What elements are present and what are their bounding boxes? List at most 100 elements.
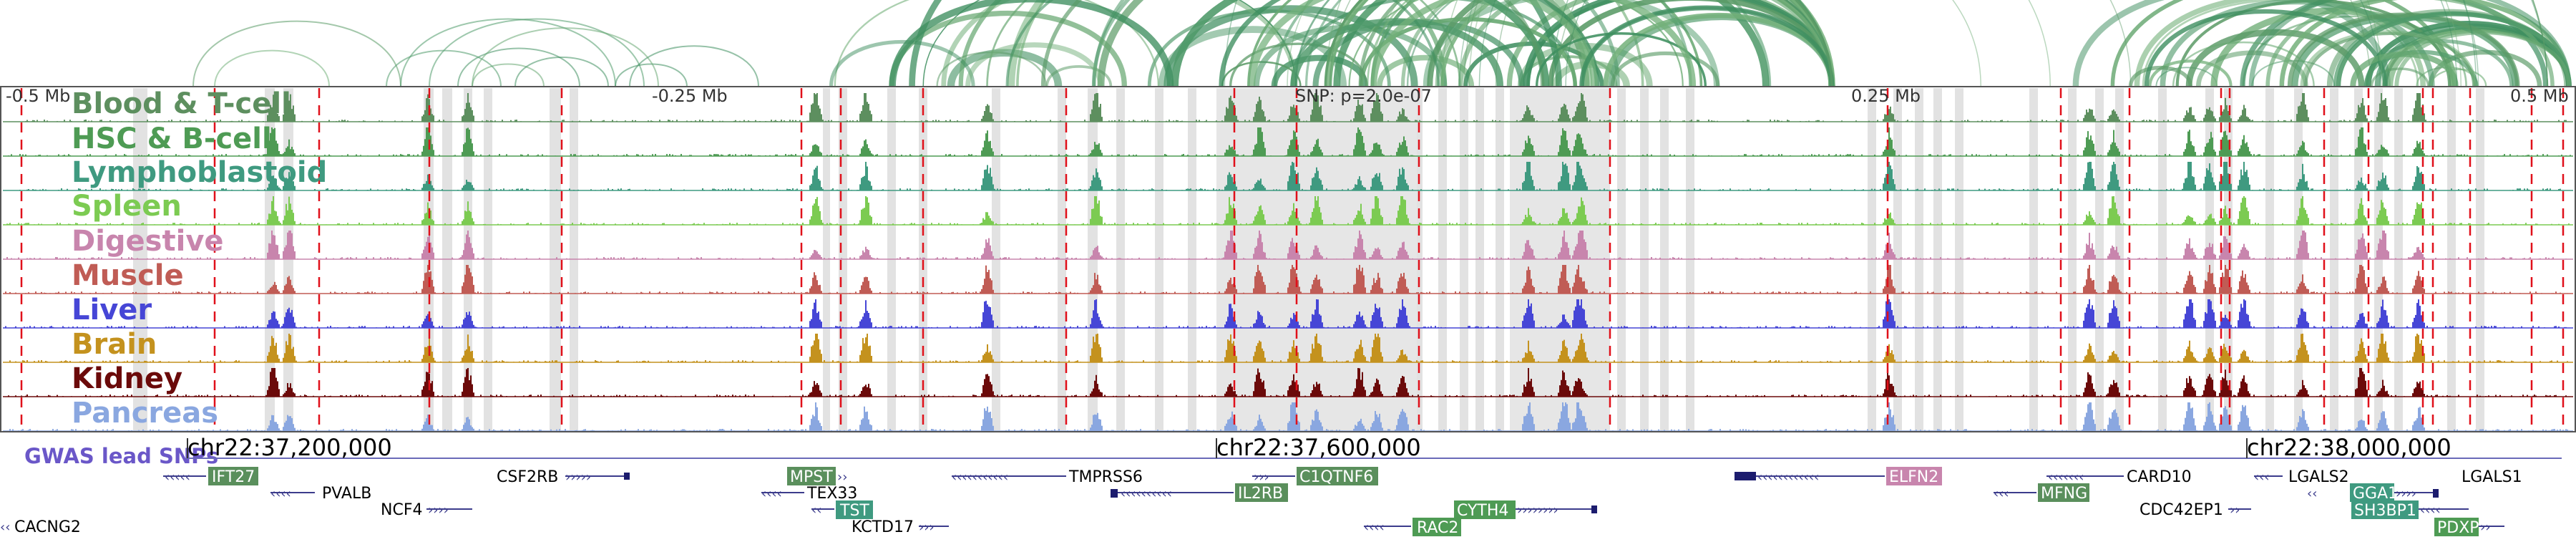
- gene-label-rac2[interactable]: RAC2: [1417, 519, 1458, 537]
- gene-label-sh3bp1[interactable]: SH3BP1: [2354, 502, 2416, 520]
- signal-peaks: [4, 196, 2570, 225]
- signal-track: [3, 334, 2573, 363]
- track-label-kidney: Kidney: [72, 362, 182, 395]
- interaction-arc: [2248, 0, 2572, 87]
- gene-label-kctd17[interactable]: KCTD17: [852, 518, 914, 536]
- gene-box-mfng: [2038, 483, 2089, 502]
- gene-box-ift27: [208, 467, 258, 485]
- interaction-arc: [429, 18, 645, 87]
- interaction-arc: [2430, 68, 2487, 87]
- interaction-arc: [1610, 52, 1720, 87]
- ruler-left-label: -0.5 Mb: [6, 86, 70, 106]
- gene-label-cacng2[interactable]: CACNG2: [14, 518, 81, 536]
- track-label-pancreas: Pancreas: [72, 397, 218, 430]
- signal-peaks: [4, 231, 2567, 259]
- gene-label-csf2rb[interactable]: CSF2RB: [497, 468, 558, 486]
- gene-exon: [1591, 505, 1597, 513]
- interaction-arc: [1324, 0, 1833, 87]
- gene-exon: [2433, 489, 2439, 498]
- interaction-arc: [1219, 0, 1600, 87]
- gene-label-ift27[interactable]: IFT27: [212, 468, 255, 486]
- signal-peaks: [9, 334, 2571, 362]
- interaction-arc: [2144, 9, 2388, 87]
- signal-peaks: [25, 93, 2567, 122]
- interaction-arc: [472, 27, 659, 87]
- gene-label-lgals1[interactable]: LGALS1: [2462, 468, 2522, 486]
- gene-strand-arrows: ‹‹‹‹: [2420, 503, 2441, 518]
- track-label-spleen: Spleen: [72, 190, 182, 223]
- gene-box-sh3bp1: [2351, 500, 2419, 519]
- gene-label-card10[interactable]: CARD10: [2127, 468, 2192, 486]
- gene-label-gga1[interactable]: GGA1: [2353, 485, 2398, 503]
- interaction-arc: [629, 45, 759, 87]
- gene-label-c1qtnf6[interactable]: C1QTNF6: [1299, 468, 1373, 486]
- interaction-arc: [2196, 50, 2308, 87]
- interaction-arc: [1290, 18, 1504, 87]
- interaction-arc: [1247, 0, 1703, 87]
- signal-peaks: [6, 162, 2564, 190]
- chromatin-interaction-arcs: [192, 0, 2572, 87]
- gene-strand-arrows: ‹‹‹‹: [761, 486, 782, 501]
- gene-label-tst[interactable]: TST: [839, 502, 869, 520]
- signal-peaks: [8, 368, 2567, 397]
- interaction-arc: [2336, 11, 2572, 87]
- interaction-arc: [1294, 0, 1833, 87]
- ruler-q1-label: -0.25 Mb: [652, 86, 728, 106]
- gene-label-pdxp[interactable]: PDXP: [2437, 519, 2479, 537]
- interaction-arc: [1229, 42, 1368, 87]
- gene-strand-arrows: ‹‹‹‹: [270, 486, 291, 501]
- signal-peaks: [5, 265, 2568, 294]
- signal-track: [3, 127, 2573, 157]
- interaction-arc: [1370, 0, 1697, 87]
- interaction-arc: [1040, 0, 1545, 87]
- track-label-digestive: Digestive: [72, 225, 224, 258]
- gene-label-cyth4[interactable]: CYTH4: [1457, 502, 1508, 520]
- gene-box-mpst: [787, 467, 836, 485]
- track-label-lymphoblastoid: Lymphoblastoid: [72, 156, 327, 189]
- gene-exon: [624, 473, 630, 480]
- gene-label-il2rb[interactable]: IL2RB: [1238, 485, 1283, 503]
- interaction-arc: [514, 57, 609, 87]
- interaction-arc: [889, 0, 1174, 87]
- gene-label-lgals2[interactable]: LGALS2: [2288, 468, 2349, 486]
- signal-peaks: [8, 127, 2571, 156]
- gene-box-elfn2: [1886, 467, 1942, 485]
- interaction-arc: [1329, 0, 2132, 87]
- gene-label-ncf4[interactable]: NCF4: [381, 501, 422, 519]
- signal-track: [3, 368, 2573, 397]
- gene-label-elfn2[interactable]: ELFN2: [1889, 468, 1938, 486]
- interaction-arc: [829, 39, 975, 87]
- ruler-q3-label: 0.25 Mb: [1851, 86, 1921, 106]
- gene-strand-arrows: ‹‹‹‹: [1364, 520, 1385, 535]
- gene-label-cdc42ep1[interactable]: CDC42EP1: [2140, 501, 2223, 519]
- signal-peaks: [4, 299, 2568, 328]
- track-label-muscle: Muscle: [72, 259, 184, 292]
- gwas-lead-snps-label: GWAS lead SNPs: [24, 444, 218, 468]
- gene-label-pvalb[interactable]: PVALB: [322, 485, 371, 503]
- interaction-arc: [457, 47, 580, 87]
- gene-label-tmprss6[interactable]: TMPRSS6: [1068, 468, 1143, 486]
- track-label-liver: Liver: [72, 294, 152, 326]
- gene-strand-arrows: ‹‹‹: [1994, 486, 2009, 501]
- signal-tracks: [3, 93, 2573, 432]
- gene-strand-arrows: ‹‹‹‹‹‹‹‹‹‹‹: [952, 470, 1008, 485]
- interaction-arc: [192, 20, 401, 87]
- gene-box-cyth4: [1454, 500, 1516, 519]
- gene-label-mpst[interactable]: MPST: [790, 468, 833, 486]
- interaction-arc: [1045, 65, 1113, 87]
- gene-strand-arrows: ››: [2480, 520, 2490, 535]
- gene-strand-arrows: ‹‹: [2307, 486, 2317, 501]
- gene-label-mfng[interactable]: MFNG: [2041, 485, 2087, 503]
- track-label-blood: Blood & T-cell: [72, 87, 291, 120]
- interaction-arc: [2300, 30, 2477, 87]
- interaction-arc: [2128, 66, 2192, 87]
- interaction-arc: [1248, 0, 1598, 87]
- interaction-arc: [2350, 51, 2459, 87]
- gene-exon: [1735, 472, 1756, 480]
- gene-box-il2rb: [1235, 483, 1288, 502]
- gene-strand-arrows: ›››››: [565, 470, 591, 485]
- ruler-center-label: SNP: p=2.0e-07: [1295, 86, 1432, 106]
- gene-strand-arrows: ››››: [428, 503, 449, 518]
- gene-label-tex33[interactable]: TEX33: [806, 485, 857, 503]
